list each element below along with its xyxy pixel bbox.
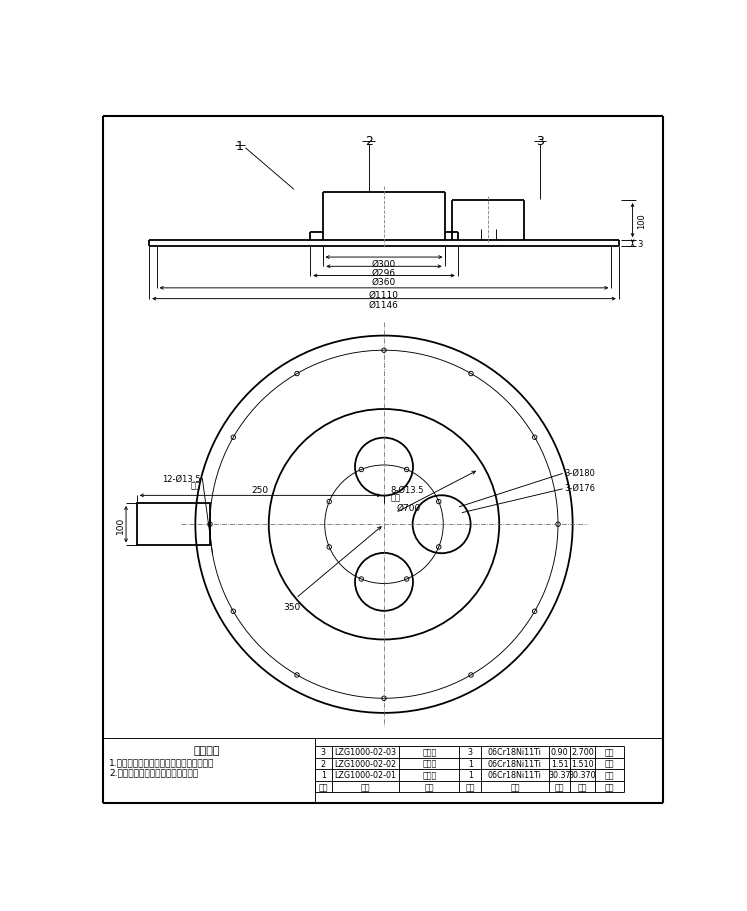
Text: 2.700: 2.700: [571, 747, 594, 756]
Text: 出风口: 出风口: [422, 747, 436, 756]
Text: 250: 250: [252, 486, 269, 495]
Text: 均布: 均布: [190, 481, 201, 490]
Text: 总计: 总计: [578, 782, 587, 791]
Text: 3: 3: [468, 747, 473, 756]
Text: 1.焊接必须刷平，不许有假焰，气泡等缺陷: 1.焊接必须刷平，不许有假焰，气泡等缺陷: [109, 757, 214, 766]
Text: 1.510: 1.510: [571, 759, 594, 768]
Text: 0.90: 0.90: [551, 747, 568, 756]
Text: 名称: 名称: [425, 782, 434, 791]
Text: 06Cr18Ni11Ti: 06Cr18Ni11Ti: [488, 747, 542, 756]
Text: LZG1000-02-02: LZG1000-02-02: [335, 759, 397, 768]
Text: 1: 1: [468, 759, 473, 768]
Text: 技术要求: 技术要求: [193, 745, 220, 755]
Text: 2: 2: [365, 135, 373, 148]
Text: 06Cr18Ni11Ti: 06Cr18Ni11Ti: [488, 771, 542, 780]
Text: Ø1146: Ø1146: [369, 301, 399, 310]
Text: 06Cr18Ni11Ti: 06Cr18Ni11Ti: [488, 759, 542, 768]
Text: LZG1000-02-01: LZG1000-02-01: [335, 771, 397, 780]
Text: 3-Ø176: 3-Ø176: [564, 483, 595, 492]
Text: 备注: 备注: [605, 782, 614, 791]
Text: 序号: 序号: [318, 782, 328, 791]
Text: 1.51: 1.51: [551, 759, 568, 768]
Bar: [137, 504, 210, 546]
Text: 30.37: 30.37: [548, 771, 571, 780]
Text: Ø300: Ø300: [372, 260, 396, 269]
Text: 1: 1: [320, 771, 326, 780]
Text: 2.焊接后不得有较大翻翁，尽量平整: 2.焊接后不得有较大翻翁，尽量平整: [109, 768, 198, 777]
Text: 8-Ø13.5: 8-Ø13.5: [390, 486, 424, 495]
Text: 3-Ø180: 3-Ø180: [564, 468, 595, 476]
Text: 100: 100: [637, 213, 646, 229]
Text: 自制: 自制: [605, 759, 614, 768]
Text: 进风口: 进风口: [422, 759, 436, 768]
Text: 代号: 代号: [361, 782, 371, 791]
Text: 2: 2: [320, 759, 326, 768]
Text: 材料: 材料: [510, 782, 520, 791]
Text: Ø700: Ø700: [397, 504, 421, 512]
Text: 12-Ø13.5: 12-Ø13.5: [162, 474, 201, 483]
Text: 1: 1: [468, 771, 473, 780]
Text: 30.370: 30.370: [568, 771, 596, 780]
Text: 单件: 单件: [555, 782, 564, 791]
Text: 数量: 数量: [465, 782, 475, 791]
Text: Ø296: Ø296: [372, 269, 396, 278]
Text: Ø360: Ø360: [372, 278, 396, 287]
Text: LZG1000-02-03: LZG1000-02-03: [335, 747, 397, 756]
Text: Ø1110: Ø1110: [369, 290, 399, 299]
Text: 100: 100: [116, 516, 125, 533]
Text: 3: 3: [320, 747, 326, 756]
Text: 自制: 自制: [605, 771, 614, 780]
Text: 3: 3: [637, 240, 642, 249]
Text: 350: 350: [283, 602, 300, 611]
Text: 自制: 自制: [605, 747, 614, 756]
Text: 1: 1: [236, 139, 244, 153]
Text: 均布: 均布: [390, 493, 400, 501]
Text: 上盖板: 上盖板: [422, 771, 436, 780]
Text: 3: 3: [536, 135, 545, 148]
